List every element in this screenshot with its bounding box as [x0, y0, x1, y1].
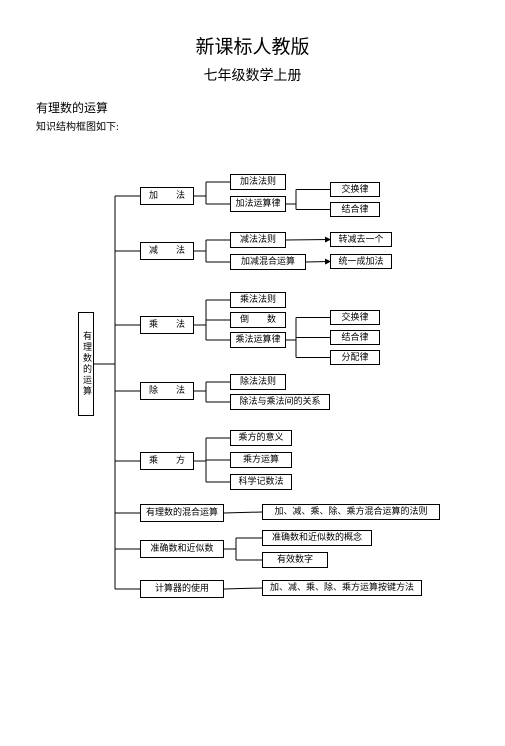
node-pow_op: 乘方运算	[230, 452, 292, 468]
node-dist: 分配律	[330, 350, 380, 365]
node-approx: 准确数和近似数	[140, 540, 224, 558]
node-mul_law: 乘法运算律	[230, 332, 286, 348]
node-addsub_mix: 加减混合运算	[230, 254, 306, 270]
node-add_rule: 加法法则	[230, 174, 286, 190]
node-sub_rule: 减法法则	[230, 232, 286, 248]
node-pow_mean: 乘方的意义	[230, 430, 292, 446]
node-assoc2: 结合律	[330, 330, 380, 345]
node-div: 除 法	[140, 382, 194, 400]
node-sci: 科学记数法	[230, 474, 292, 490]
node-sig_dig: 有效数字	[262, 552, 328, 568]
node-recip: 倒 数	[230, 312, 286, 328]
node-pow: 乘 方	[140, 452, 194, 470]
node-mul_rule: 乘法法则	[230, 292, 286, 308]
node-approx_c: 准确数和近似数的概念	[262, 530, 372, 546]
node-to_add: 统一成加法	[330, 254, 392, 269]
node-add_law: 加法运算律	[230, 196, 286, 212]
node-mix: 有理数的混合运算	[140, 504, 224, 522]
node-mul: 乘 法	[140, 316, 194, 334]
node-comm1: 交换律	[330, 182, 380, 197]
node-calc: 计算器的使用	[140, 580, 224, 598]
node-root: 有理数的运算	[78, 312, 94, 416]
node-comm2: 交换律	[330, 310, 380, 325]
node-div_rule: 除法法则	[230, 374, 286, 390]
node-div_mul: 除法与乘法间的关系	[230, 394, 330, 410]
node-assoc1: 结合律	[330, 202, 380, 217]
node-add: 加 法	[140, 187, 194, 205]
node-mix_rule: 加、减、乘、除、乘方混合运算的法则	[262, 504, 440, 520]
node-calc_m: 加、减、乘、除、乘方运算按键方法	[262, 580, 422, 596]
node-sub: 减 法	[140, 242, 194, 260]
node-to_sub: 转减去一个	[330, 232, 392, 247]
